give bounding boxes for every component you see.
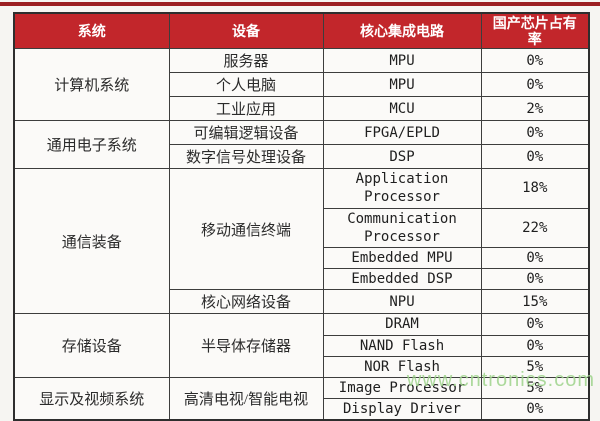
table-row: 工业应用 MCU 2% (14, 96, 590, 122)
column-header-domestic-share: 国产芯片占有率 (480, 12, 590, 50)
table-row: 显示及视频系统 高清电视/智能电视 Image Processor 5% (13, 376, 590, 421)
cell-device: 可编辑逻辑设备 (168, 120, 324, 146)
table-row: Communication Processor 22% (14, 207, 590, 248)
cell-share: 2% (480, 96, 590, 122)
cell-share: 18% (480, 168, 590, 209)
column-header-device: 设备 (168, 12, 324, 50)
cell-share: 0% (480, 72, 590, 98)
header-row: 系统 设备 核心集成电路 国产芯片占有率 (13, 12, 590, 50)
cell-share: 15% (480, 289, 590, 315)
cell-chip: DRAM (322, 313, 482, 336)
cell-share: 0% (480, 334, 590, 357)
cell-system: 通信装备 (13, 168, 170, 315)
table-row: 数字信号处理设备 DSP 0% (14, 144, 590, 170)
cell-chip: Image Processor (322, 376, 482, 400)
cell-share: 22% (480, 207, 590, 248)
cell-chip: Application Processor (322, 168, 482, 209)
cell-device: 移动通信终端 (168, 168, 324, 291)
column-header-system: 系统 (13, 12, 170, 50)
table-row: Embedded DSP 0% (14, 268, 590, 291)
top-divider-line (0, 2, 600, 6)
cell-system: 计算机系统 (13, 48, 170, 122)
cell-share: 0% (480, 144, 590, 170)
cell-system: 存储设备 (13, 313, 170, 378)
chip-share-table: 系统 设备 核心集成电路 国产芯片占有率 计算机系统 服务器 MPU 0% 个人… (13, 12, 590, 421)
cell-share: 5% (480, 355, 590, 378)
table-row: 计算机系统 服务器 MPU 0% (13, 48, 590, 122)
cell-system: 通用电子系统 (13, 120, 170, 170)
cell-chip: DSP (322, 144, 482, 170)
table-row: NAND Flash 0% (14, 334, 590, 357)
cell-chip: Communication Processor (322, 207, 482, 248)
table-row: 存储设备 半导体存储器 DRAM 0% (13, 313, 590, 378)
cell-share: 0% (480, 398, 590, 421)
cell-device: 半导体存储器 (168, 313, 324, 378)
cell-chip: MPU (322, 48, 482, 74)
cell-share: 0% (480, 313, 590, 336)
cell-system: 显示及视频系统 (13, 376, 170, 421)
cell-share: 0% (480, 268, 590, 291)
cell-chip: FPGA/EPLD (322, 120, 482, 146)
cell-chip: NAND Flash (322, 334, 482, 357)
cell-share: 0% (480, 246, 590, 270)
column-header-core-ic: 核心集成电路 (322, 12, 482, 50)
cell-chip: Embedded MPU (322, 246, 482, 270)
table-row: 通信装备 移动通信终端 Application Processor 18% (13, 168, 590, 315)
cell-chip: Embedded DSP (322, 268, 482, 291)
cell-device: 数字信号处理设备 (168, 144, 324, 170)
cell-chip: NOR Flash (322, 355, 482, 378)
cell-device: 服务器 (168, 48, 324, 74)
table-row: 通用电子系统 可编辑逻辑设备 FPGA/EPLD 0% (13, 120, 590, 170)
table-row: Embedded MPU 0% (14, 246, 590, 270)
table-row: 核心网络设备 NPU 15% (14, 289, 590, 315)
cell-device: 核心网络设备 (168, 289, 324, 315)
table-row: 个人电脑 MPU 0% (14, 72, 590, 98)
cell-device: 工业应用 (168, 96, 324, 122)
cell-device: 高清电视/智能电视 (168, 376, 324, 421)
cell-device: 个人电脑 (168, 72, 324, 98)
cell-share: 0% (480, 120, 590, 146)
cell-chip: MPU (322, 72, 482, 98)
cell-chip: MCU (322, 96, 482, 122)
cell-share: 5% (480, 376, 590, 400)
cell-chip: Display Driver (322, 398, 482, 421)
cell-chip: NPU (322, 289, 482, 315)
cell-share: 0% (480, 48, 590, 74)
